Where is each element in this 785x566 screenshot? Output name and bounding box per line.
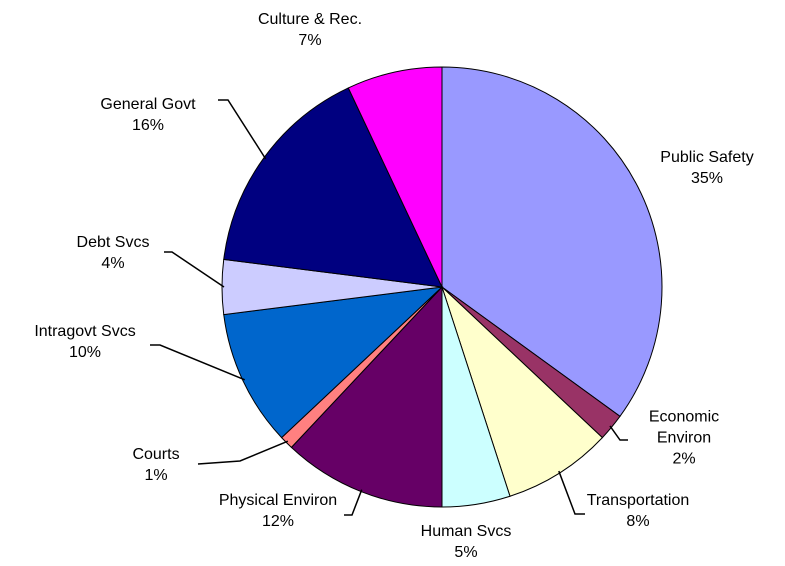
value-label: 7% bbox=[298, 32, 322, 49]
slice-label: Debt Svcs 4% bbox=[77, 232, 150, 274]
value-label: 2% bbox=[672, 450, 696, 468]
leader-line bbox=[197, 440, 289, 465]
pie-slice bbox=[223, 286, 444, 439]
category-name: Public Safety bbox=[660, 149, 754, 166]
category-name: Physical Environ bbox=[218, 492, 338, 509]
category-name: Debt Svcs bbox=[76, 234, 150, 251]
value-label: 5% bbox=[454, 544, 478, 561]
value-label: 4% bbox=[101, 255, 125, 272]
slice-label: Intragovt Svcs 10% bbox=[34, 321, 135, 363]
value-label: 10% bbox=[68, 344, 102, 361]
value-label: 1% bbox=[144, 467, 168, 484]
category-name: Transportation bbox=[586, 492, 690, 509]
value-label: 16% bbox=[131, 117, 165, 134]
pie-slice bbox=[441, 66, 663, 418]
leader-line bbox=[164, 251, 225, 288]
value-label: 8% bbox=[626, 513, 650, 530]
category-name: Human Svcs bbox=[420, 523, 512, 540]
category-name: Economic Environ bbox=[648, 408, 720, 447]
value-label: 35% bbox=[690, 170, 724, 187]
slice-label: Physical Environ 12% bbox=[219, 490, 337, 532]
slice-label: Courts 1% bbox=[132, 444, 179, 486]
category-name: General Govt bbox=[100, 96, 196, 113]
leader-line bbox=[558, 470, 585, 515]
slice-label: Culture & Rec. 7% bbox=[258, 9, 362, 51]
value-label: 12% bbox=[261, 513, 295, 530]
leader-line bbox=[344, 489, 363, 516]
leader-line bbox=[218, 99, 267, 160]
category-name: Culture & Rec. bbox=[257, 11, 363, 28]
category-name: Courts bbox=[132, 446, 180, 463]
slice-label: Human Svcs 5% bbox=[421, 521, 512, 563]
slice-label: Public Safety 35% bbox=[660, 147, 753, 189]
leader-line bbox=[609, 425, 628, 441]
category-name: Intragovt Svcs bbox=[34, 323, 136, 340]
slice-label: General Govt 16% bbox=[100, 94, 195, 136]
slice-label: Economic Environ 2% bbox=[639, 407, 729, 470]
pie-slice bbox=[347, 66, 443, 288]
leader-line bbox=[150, 344, 246, 381]
slice-label: Transportation 8% bbox=[587, 490, 690, 532]
